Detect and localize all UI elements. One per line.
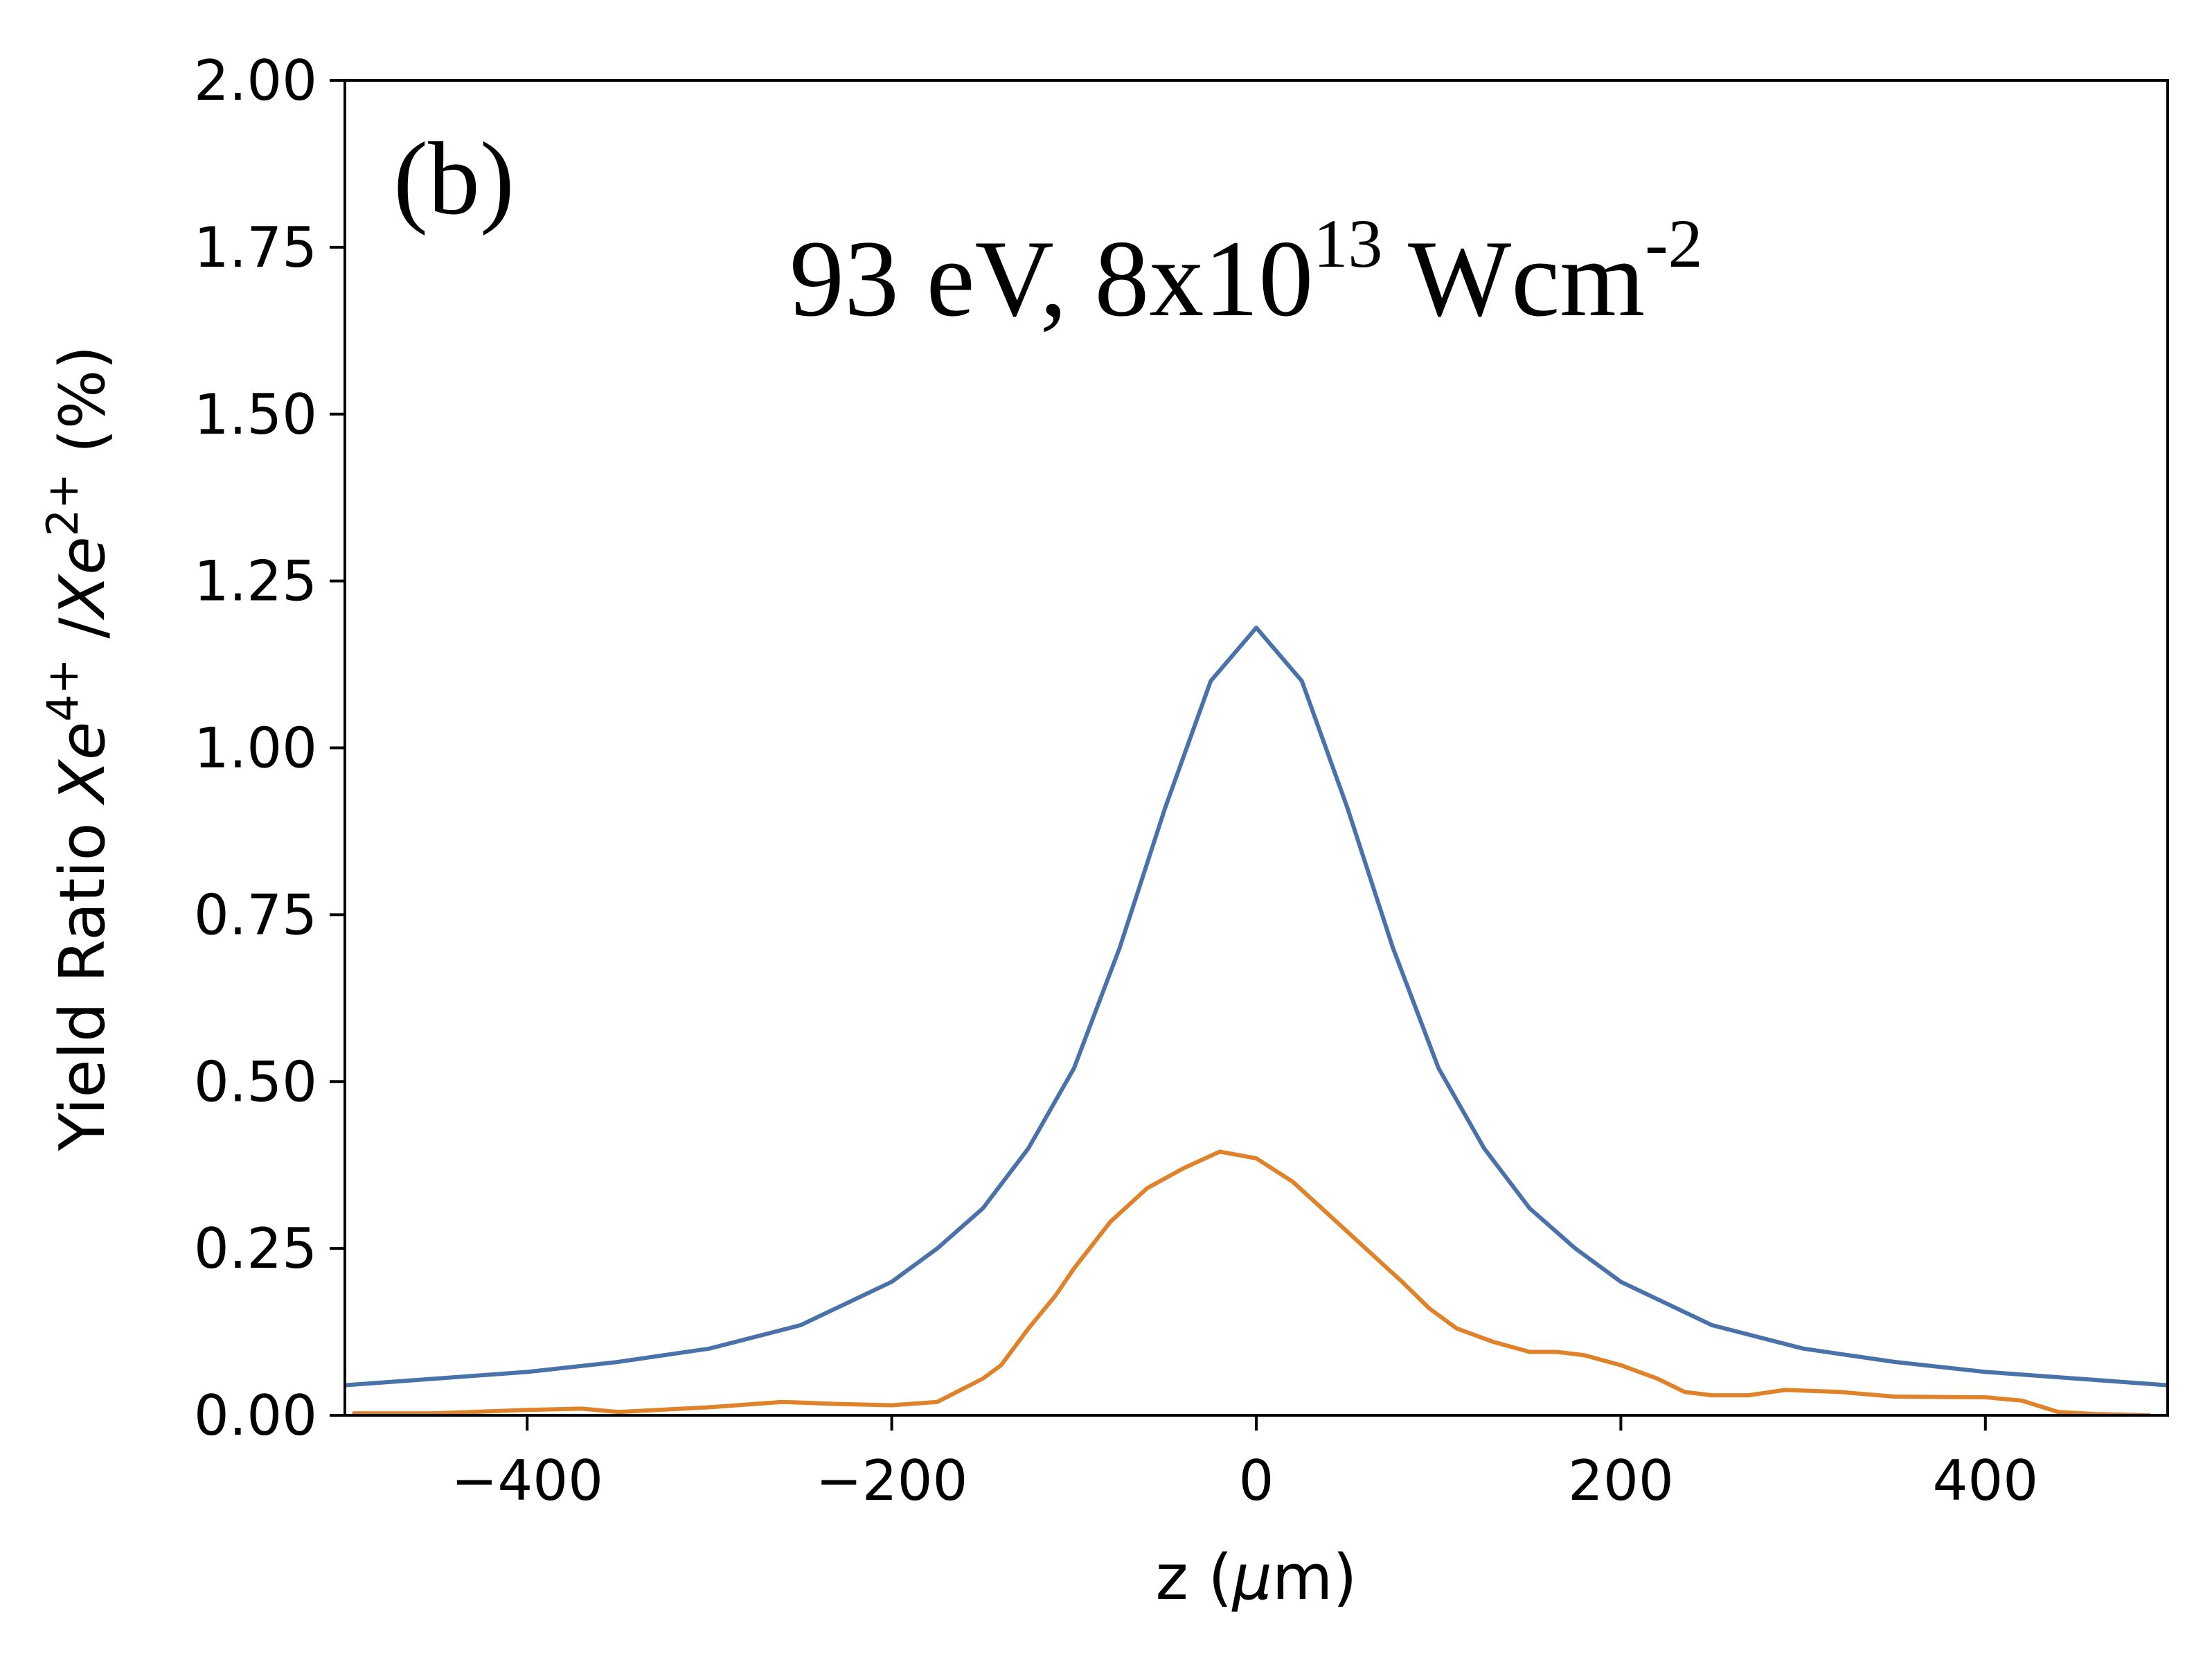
blue-curve-line bbox=[345, 626, 2168, 1388]
panel-label: (b) bbox=[393, 121, 515, 236]
x-tick-label: 0 bbox=[1239, 1449, 1274, 1513]
series-layer bbox=[345, 626, 2168, 1415]
y-axis-label-ion1-charge: 4+ bbox=[37, 658, 88, 721]
y-tick-label: 0.50 bbox=[194, 1050, 317, 1114]
chart-title: 93 eV, 8x1013 Wcm-2 bbox=[790, 205, 1703, 339]
title-main: 93 eV, 8x10 bbox=[790, 218, 1313, 339]
y-axis-label-unit: (%) bbox=[46, 346, 119, 473]
y-axis-label-ion2: Xe bbox=[46, 536, 119, 620]
x-tick-label: −400 bbox=[451, 1449, 603, 1513]
x-axis-label-symbol: μ bbox=[1231, 1541, 1272, 1614]
y-axis-label-ion1: Xe bbox=[46, 722, 119, 806]
orange-curve-line bbox=[352, 1149, 2152, 1415]
x-tick-label: −200 bbox=[816, 1449, 968, 1513]
y-tick-label: 1.50 bbox=[194, 382, 317, 447]
y-axis: 0.00 0.25 0.50 0.75 1.00 1.25 1.50 1.75 2.00 bbox=[194, 48, 345, 1448]
x-axis-label: z (μm) bbox=[1155, 1541, 1357, 1614]
x-tick-label: 400 bbox=[1932, 1449, 2038, 1513]
y-tick-label: 0.75 bbox=[194, 883, 317, 947]
y-tick-label: 2.00 bbox=[194, 48, 317, 113]
y-tick-label: 1.25 bbox=[194, 549, 317, 614]
x-tick-label: 200 bbox=[1568, 1449, 1674, 1513]
y-tick-label: 1.75 bbox=[194, 215, 317, 280]
plot-area bbox=[345, 626, 2168, 1415]
title-unit-exponent: -2 bbox=[1645, 205, 1702, 282]
y-tick-label: 0.00 bbox=[194, 1383, 317, 1448]
x-axis-label-suffix: m) bbox=[1272, 1541, 1357, 1614]
y-tick-label: 0.25 bbox=[194, 1216, 317, 1281]
x-axis-label-prefix: z ( bbox=[1155, 1541, 1232, 1614]
x-axis: −400 −200 0 200 400 bbox=[451, 1415, 2038, 1513]
title-unit: Wcm bbox=[1382, 218, 1645, 339]
y-axis-label: Yield Ratio Xe4+ /Xe2+ (%) bbox=[37, 346, 119, 1152]
y-tick-label: 1.00 bbox=[194, 716, 317, 781]
y-axis-label-prefix: Yield Ratio bbox=[46, 803, 119, 1152]
title-exponent: 13 bbox=[1313, 205, 1382, 282]
y-axis-label-separator: / bbox=[46, 617, 119, 659]
y-axis-label-ion2-charge: 2+ bbox=[37, 473, 88, 536]
